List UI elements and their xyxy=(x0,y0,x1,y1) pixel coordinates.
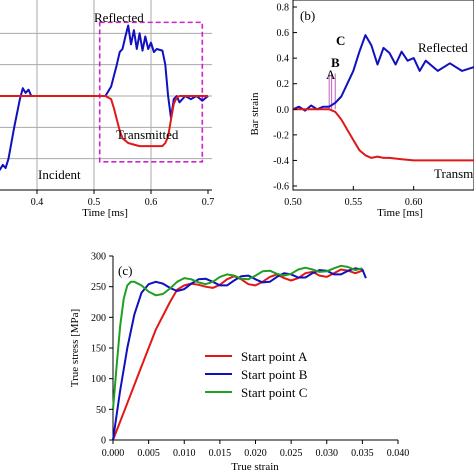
panel-b-y-tick-label: -0.2 xyxy=(273,130,289,141)
panel-b-series-line-1 xyxy=(293,108,474,162)
panel-b-y-tick-label: -0.6 xyxy=(273,182,289,193)
panel-b-title: (b) xyxy=(300,8,315,23)
panel-c-y-tick-label: 150 xyxy=(91,344,106,355)
panel-b-y-ticks: -0.6 -0.4 -0.2 0.0 0.2 0.4 0.6 0.8 xyxy=(273,3,297,193)
panel-a-series-line-0 xyxy=(0,24,209,171)
panel-a-x-tick-label: 0.7 xyxy=(202,197,215,208)
panel-c-x-tick-label: 0.030 xyxy=(316,448,339,459)
panel-a-label-transmitted: Transmitted xyxy=(116,127,179,142)
panel-a-xlabel: Time [ms] xyxy=(82,207,128,219)
panel-c-y-ticks: 0 50 100 150 200 250 300 xyxy=(91,252,113,447)
panel-b: 0.50 0.55 0.60 -0.6 -0.4 -0.2 0.0 0.2 0.4 0.6 0.8… xyxy=(249,0,474,219)
panel-a-label-incident: Incident xyxy=(38,167,81,182)
panel-a-x-tick-label: 0.5 xyxy=(88,197,101,208)
panel-b-y-tick-label: -0.4 xyxy=(273,156,289,167)
panel-b-x-tick-label: 0.60 xyxy=(405,197,423,208)
panel-b-y-tick-label: 0.6 xyxy=(277,28,290,39)
panel-b-label-a: A xyxy=(326,67,336,82)
panel-b-x-tick-label: 0.50 xyxy=(284,197,302,208)
panel-c-y-tick-label: 50 xyxy=(96,405,106,416)
panel-c-x-tick-label: 0.040 xyxy=(387,448,410,459)
panel-c-x-tick-label: 0.035 xyxy=(351,448,374,459)
panel-b-label-transmitted: Transmitted xyxy=(434,166,474,181)
panel-c-title: (c) xyxy=(118,263,132,278)
panel-c-y-tick-label: 250 xyxy=(91,282,106,293)
legend-label-b: Start point B xyxy=(241,367,308,382)
panel-c-y-tick-label: 200 xyxy=(91,313,106,324)
legend-label-a: Start point A xyxy=(241,349,308,364)
panel-a-x-tick-label: 0.4 xyxy=(31,197,44,208)
panel-a: 0.4 0.5 0.6 0.7 Time [ms] Reflected Transmi… xyxy=(0,0,214,219)
panel-b-ylabel: Bar strain xyxy=(249,92,261,136)
panel-b-label-c: C xyxy=(336,33,345,48)
panel-c-y-tick-label: 100 xyxy=(91,374,106,385)
panel-c-legend: Start point A Start point B Start point … xyxy=(205,349,308,400)
panel-b-xlabel: Time [ms] xyxy=(377,207,423,219)
panel-a-series xyxy=(0,24,209,171)
panel-c-y-tick-label: 300 xyxy=(91,252,106,263)
panel-a-x-tick-label: 0.6 xyxy=(145,197,158,208)
panel-a-highlight-box xyxy=(98,21,204,163)
panel-c: 0.000 0.005 0.010 0.015 0.020 0.025 0.030 0.035… xyxy=(69,252,409,474)
panel-c-x-tick-label: 0.005 xyxy=(137,448,160,459)
panel-c-y-tick-label: 0 xyxy=(101,436,106,447)
panel-a-x-ticks: 0.4 0.5 0.6 0.7 xyxy=(31,190,215,208)
panel-b-x-ticks: 0.50 0.55 0.60 xyxy=(284,186,422,208)
panel-b-y-tick-label: 0.4 xyxy=(277,54,290,65)
panel-b-series xyxy=(292,34,474,162)
panel-c-x-tick-label: 0.025 xyxy=(280,448,303,459)
panel-b-y-tick-label: 0.2 xyxy=(277,79,290,90)
panel-a-series-line-1 xyxy=(0,95,208,148)
panel-a-label-reflected: Reflected xyxy=(94,10,144,25)
panel-c-series-line-1 xyxy=(112,267,367,441)
panel-c-x-tick-label: 0.015 xyxy=(209,448,232,459)
panel-b-frame xyxy=(292,0,474,191)
panel-c-ylabel: True stress [MPa] xyxy=(69,309,81,387)
panel-c-xlabel: True strain xyxy=(231,461,279,473)
panel-b-y-tick-label: 0.0 xyxy=(277,105,290,116)
panel-c-x-ticks: 0.000 0.005 0.010 0.015 0.020 0.025 0.030 0.035… xyxy=(102,440,410,459)
panel-c-series-line-0 xyxy=(112,268,363,441)
panel-b-label-b: B xyxy=(331,55,340,70)
panel-b-y-tick-label: 0.8 xyxy=(277,3,290,14)
panel-c-series xyxy=(112,264,367,441)
panel-b-x-tick-label: 0.55 xyxy=(345,197,363,208)
panel-c-x-tick-label: 0.020 xyxy=(244,448,267,459)
panel-c-x-tick-label: 0.010 xyxy=(173,448,196,459)
legend-label-c: Start point C xyxy=(241,385,307,400)
panel-c-series-line-2 xyxy=(112,264,363,410)
panel-b-label-reflected: Reflected xyxy=(418,40,468,55)
panel-c-x-tick-label: 0.000 xyxy=(102,448,125,459)
